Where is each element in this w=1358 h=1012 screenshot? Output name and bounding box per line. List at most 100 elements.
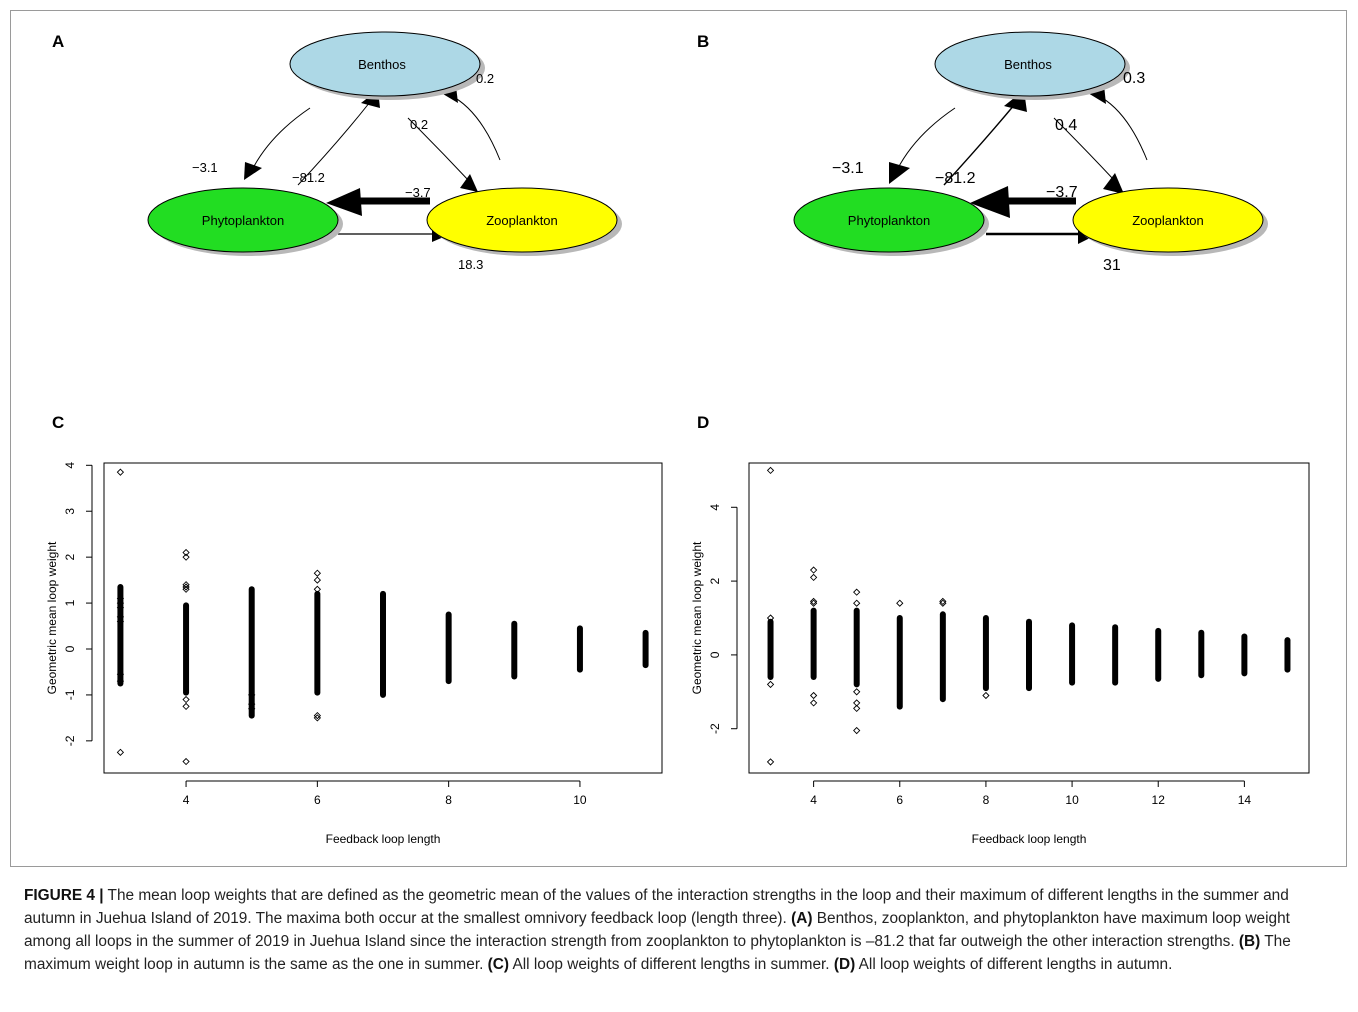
node-benthos-b <box>934 31 1126 97</box>
node-label-phytoplankton-b: Phytoplankton <box>848 213 930 228</box>
edge-benthos-to-phytoplankton <box>251 107 311 171</box>
edge-benthos-to-zooplankton <box>407 117 471 183</box>
panel-letter-a: A <box>52 32 64 51</box>
data-point <box>116 613 125 621</box>
data-point <box>248 705 256 713</box>
data-point <box>313 569 321 577</box>
edge-zooplankton-to-benthos <box>449 94 501 161</box>
y-tick-label: 2 <box>63 553 77 560</box>
data-point <box>853 726 861 735</box>
caption-figure-label: FIGURE 4 | <box>24 887 104 904</box>
x-tick-label: 8 <box>983 793 990 807</box>
data-point <box>182 757 190 766</box>
panel-letter-d: D <box>697 413 709 432</box>
data-point <box>116 677 125 685</box>
caption-d-text: All loop weights of different lengths in… <box>855 956 1173 973</box>
node-label-zooplankton-b: Zooplankton <box>1132 213 1204 228</box>
arrowhead-benthos-to-zooplankton-b <box>1103 173 1124 194</box>
figure-frame <box>10 10 1347 867</box>
data-point <box>939 597 947 606</box>
data-point <box>116 617 125 626</box>
node-zooplankton-b <box>1072 187 1264 253</box>
node-phytoplankton-a <box>147 187 339 253</box>
data-point <box>809 566 818 574</box>
y-tick-label: 1 <box>63 599 77 606</box>
x-tick-label: 10 <box>1065 793 1079 807</box>
data-point <box>182 702 190 711</box>
node-benthos-a <box>289 31 481 97</box>
x-tick-label: 4 <box>810 793 817 807</box>
edge-label-b-z-to-b: 0.3 <box>1123 70 1145 87</box>
data-point <box>116 670 125 678</box>
data-point <box>182 585 190 593</box>
y-tick-label: -2 <box>708 723 722 734</box>
data-point <box>809 573 818 582</box>
edge-label-a-b-to-z: 0.2 <box>410 117 428 132</box>
arrowhead-benthos-to-zooplankton <box>460 174 478 192</box>
data-point <box>853 599 861 607</box>
data-point <box>116 604 125 612</box>
data-point <box>896 599 904 607</box>
edge-label-a-p-to-z: 18.3 <box>458 257 483 272</box>
data-point <box>116 468 125 476</box>
y-tick-label: 4 <box>63 462 77 469</box>
data-point <box>809 597 818 606</box>
x-tick-label: 6 <box>314 793 321 807</box>
edge-label-a-b-to-p: −3.1 <box>192 160 218 175</box>
data-point <box>182 583 190 591</box>
caption-a-text: Benthos, zooplankton, and phytoplankton … <box>24 910 1290 950</box>
y-tick-label: 0 <box>708 651 722 658</box>
data-point <box>182 553 190 561</box>
x-axis-title: Feedback loop length <box>326 832 441 846</box>
arrowhead-zooplankton-to-phytoplankton-b <box>970 186 1010 218</box>
edge-label-a-p-to-z-upper: −3.7 <box>405 185 431 200</box>
edge-phytoplankton-to-benthos-b <box>943 103 1016 186</box>
arrowhead-zooplankton-to-phytoplankton <box>326 188 362 216</box>
edge-benthos-to-zooplankton-b <box>1053 117 1115 181</box>
data-point <box>809 691 818 700</box>
data-point <box>766 614 775 622</box>
edge-label-b-b-to-p: −3.1 <box>832 160 864 177</box>
x-tick-label: 8 <box>445 793 452 807</box>
edge-benthos-to-phytoplankton-b <box>896 107 956 171</box>
data-point <box>116 748 125 756</box>
data-point <box>766 758 775 766</box>
node-phytoplankton-b <box>793 187 985 253</box>
panel-letter-b: B <box>697 32 709 51</box>
plot-frame <box>103 462 663 774</box>
data-point <box>182 695 190 704</box>
y-tick-label: 2 <box>708 577 722 584</box>
edge-label-b-p-to-z: 31 <box>1103 257 1121 274</box>
figure-caption: FIGURE 4 | The mean loop weights that ar… <box>24 884 1340 976</box>
data-point <box>313 711 321 720</box>
edge-zooplankton-to-benthos-b <box>1096 94 1148 161</box>
x-tick-label: 10 <box>573 793 587 807</box>
scatter-plot-d: 4 6 8 10 12 14 -2 0 2 4 Feedback loop length Geomet… <box>690 462 1310 846</box>
data-point <box>313 714 321 722</box>
node-zooplankton-a <box>426 187 618 253</box>
caption-c-text: All loop weights of different lengths in… <box>509 956 834 973</box>
data-point <box>182 548 190 557</box>
caption-a-label: (A) <box>791 910 813 927</box>
x-tick-label: 4 <box>183 793 190 807</box>
data-point <box>313 576 321 584</box>
caption-c-label: (C) <box>487 956 510 973</box>
x-tick-label: 14 <box>1238 793 1252 807</box>
data-point <box>939 599 947 607</box>
arrowhead-benthos-to-phytoplankton <box>244 162 262 180</box>
caption-d-label: (D) <box>833 956 856 973</box>
x-axis-title: Feedback loop length <box>972 832 1087 846</box>
data-point <box>809 599 818 607</box>
data-point <box>853 704 861 713</box>
edge-label-b-b-to-z: 0.4 <box>1055 117 1077 134</box>
network-diagram-b: Benthos Phytoplankton Zooplankton −3.1 −… <box>793 31 1268 274</box>
edge-phytoplankton-to-benthos <box>297 101 371 186</box>
edge-label-a-z-to-b: 0.2 <box>476 71 494 86</box>
y-tick-label: 4 <box>708 504 722 511</box>
data-point <box>809 699 818 707</box>
caption-b-label: (B) <box>1238 933 1261 950</box>
data-point <box>313 585 321 593</box>
data-point <box>766 466 775 475</box>
node-label-benthos-a: Benthos <box>358 57 406 72</box>
edge-label-a-z-to-p: −81.2 <box>292 170 325 185</box>
